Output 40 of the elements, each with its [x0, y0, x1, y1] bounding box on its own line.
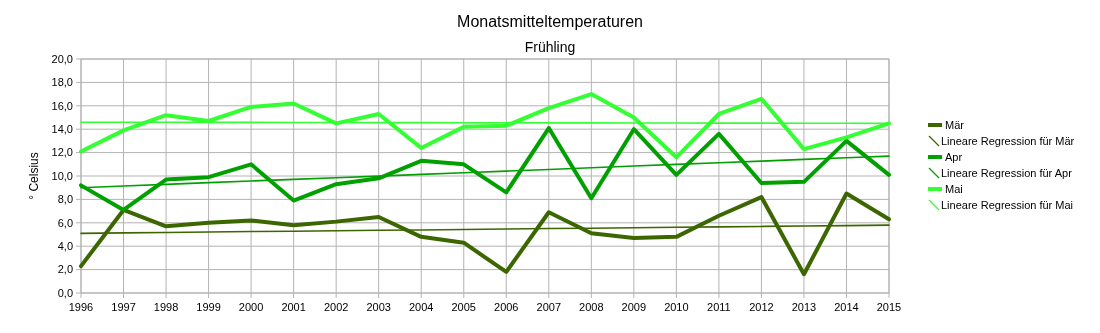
y-tick-label: 2,0 — [57, 263, 73, 276]
x-tick-label: 2015 — [876, 301, 902, 313]
y-tick-label: 0,0 — [57, 286, 73, 299]
y-tick-label: 10,0 — [51, 169, 73, 182]
x-tick-label: 2003 — [366, 301, 391, 313]
legend-label: Lineare Regression für Apr — [941, 166, 1073, 179]
x-tick-label: 2010 — [664, 301, 689, 313]
legend-label: Mai — [945, 182, 963, 195]
y-tick-label: 4,0 — [57, 240, 73, 253]
y-tick-label: 16,0 — [51, 99, 73, 112]
y-axis-title: ° Celsius — [27, 152, 41, 200]
y-tick-label: 20,0 — [51, 52, 73, 65]
y-tick-label: 14,0 — [51, 123, 73, 136]
legend-label: Lineare Regression für Mär — [941, 134, 1075, 147]
chart-title: Monatsmitteltemperaturen — [457, 13, 643, 30]
x-tick-label: 2013 — [791, 301, 817, 313]
y-tick-label: 18,0 — [51, 76, 73, 89]
x-tick-label: 2008 — [579, 301, 604, 313]
x-tick-label: 2012 — [749, 301, 774, 313]
x-tick-label: 2004 — [408, 301, 434, 313]
x-tick-label: 2006 — [494, 301, 519, 313]
x-tick-label: 1998 — [153, 301, 179, 313]
legend-label: Mär — [945, 118, 965, 131]
x-tick-label: 2001 — [281, 301, 306, 313]
x-tick-label: 1997 — [111, 301, 136, 313]
y-tick-label: 12,0 — [51, 146, 73, 159]
x-tick-label: 1999 — [196, 301, 221, 313]
legend-label: Lineare Regression für Mai — [941, 198, 1074, 211]
x-tick-label: 1996 — [68, 301, 94, 313]
chart-subtitle: Frühling — [524, 39, 576, 55]
x-tick-label: 2009 — [621, 301, 647, 313]
y-tick-label: 8,0 — [57, 193, 73, 206]
x-tick-label: 2014 — [834, 301, 859, 313]
x-tick-label: 2000 — [238, 301, 264, 313]
legend-label: Apr — [945, 150, 963, 163]
x-tick-label: 2002 — [323, 301, 349, 313]
x-tick-label: 2005 — [451, 301, 476, 313]
y-tick-label: 6,0 — [57, 216, 73, 229]
x-tick-label: 2007 — [536, 301, 562, 313]
x-tick-label: 2011 — [707, 301, 731, 313]
